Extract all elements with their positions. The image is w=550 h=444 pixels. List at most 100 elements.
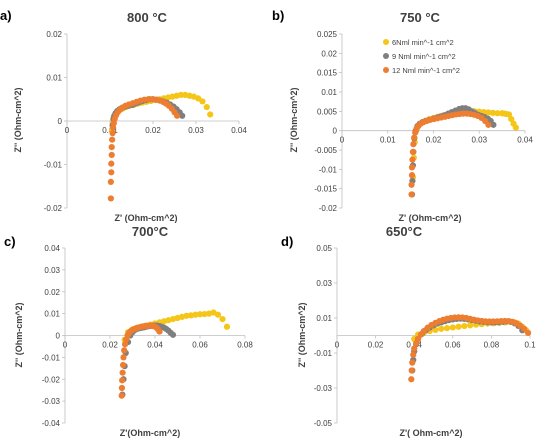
x-tick-label: 0.1 bbox=[524, 341, 536, 350]
data-point bbox=[461, 322, 468, 330]
data-point bbox=[410, 351, 417, 358]
legend-entry: 12 Nml min^-1 cm^2 bbox=[392, 66, 460, 75]
x-tick-label: 0 bbox=[340, 136, 345, 145]
x-axis-title: Z' (Ohm-cm^2) bbox=[115, 213, 178, 223]
data-point bbox=[408, 181, 415, 188]
data-point bbox=[485, 121, 492, 128]
data-point bbox=[107, 195, 114, 202]
y-tick-label: -0.015 bbox=[314, 185, 337, 194]
data-point bbox=[508, 115, 515, 123]
y-tick-label: 0.02 bbox=[44, 288, 60, 297]
y-tick-label: 0 bbox=[58, 117, 63, 126]
data-point bbox=[214, 311, 222, 318]
data-point bbox=[119, 361, 127, 369]
data-point bbox=[410, 141, 417, 148]
x-tick-label: 0.02 bbox=[426, 136, 442, 145]
x-tick-label: 0 bbox=[335, 341, 340, 350]
x-tick-label: 0.08 bbox=[237, 341, 253, 350]
y-tick-label: -0.02 bbox=[44, 204, 63, 213]
chart-title: 700°C bbox=[132, 224, 169, 239]
data-point bbox=[490, 121, 497, 128]
data-point bbox=[443, 325, 451, 332]
y-tick-label: -0.01 bbox=[44, 161, 63, 170]
x-tick-label: 0.02 bbox=[145, 126, 161, 135]
data-point bbox=[119, 369, 126, 376]
data-point bbox=[485, 109, 492, 116]
data-point bbox=[192, 311, 199, 318]
x-tick-label: 0.03 bbox=[188, 126, 204, 135]
data-point bbox=[411, 134, 418, 141]
data-point bbox=[169, 331, 177, 338]
x-axis-title: Z'(Ohm-cm^2) bbox=[120, 428, 180, 438]
data-point bbox=[108, 169, 115, 176]
x-tick-label: 0 bbox=[65, 126, 70, 135]
y-tick-label: -0.01 bbox=[42, 353, 61, 362]
y-tick-label: -0.03 bbox=[42, 397, 61, 406]
data-point bbox=[207, 111, 214, 118]
panel-c: c) 700°C 0 0.02 0.04 0.06 0.08 -0.04 -0.03 -0.02 -… bbox=[4, 224, 253, 438]
y-tick-label: -0.02 bbox=[319, 204, 338, 213]
data-point bbox=[203, 103, 210, 111]
panel-d: d)650°C00.020.040.060.080.1-0.05-0.03-0.… bbox=[281, 224, 536, 438]
data-point bbox=[409, 359, 416, 366]
x-tick-label: 0.01 bbox=[380, 136, 396, 145]
y-tick-label: 0.01 bbox=[44, 310, 60, 319]
data-point bbox=[494, 110, 501, 117]
y-tick-label: 0.025 bbox=[317, 30, 338, 39]
y-tick-label: -0.005 bbox=[314, 146, 337, 155]
data-point bbox=[414, 335, 422, 343]
y-axis-title: Z'' (Ohm-cm^2) bbox=[297, 302, 307, 367]
x-tick-label: 0.02 bbox=[102, 341, 118, 350]
panel-a: a)800 °C00.010.020.030.04-0.02-0.0100.01… bbox=[0, 8, 247, 223]
y-tick-label: 0.05 bbox=[316, 244, 332, 253]
data-point bbox=[183, 312, 190, 319]
chart-title: 750 °C bbox=[400, 10, 441, 25]
data-point bbox=[512, 124, 519, 131]
legend-marker bbox=[383, 53, 389, 59]
data-point bbox=[108, 144, 115, 151]
data-point bbox=[109, 136, 116, 143]
chart-title: 800 °C bbox=[127, 10, 168, 25]
y-tick-label: -0.03 bbox=[314, 384, 333, 393]
panel-label: d) bbox=[281, 234, 293, 249]
y-tick-label: 0 bbox=[333, 127, 338, 136]
data-point bbox=[121, 347, 128, 354]
y-tick-label: 0.01 bbox=[321, 88, 337, 97]
data-point bbox=[119, 377, 126, 384]
y-tick-label: 0.02 bbox=[46, 30, 62, 39]
data-point bbox=[505, 111, 513, 118]
y-axis-title: Z'' (Ohm-cm^2) bbox=[289, 87, 299, 152]
data-point bbox=[467, 322, 474, 329]
y-tick-label: 0.04 bbox=[44, 244, 60, 253]
data-point bbox=[156, 328, 163, 335]
data-point bbox=[108, 151, 115, 159]
data-point bbox=[201, 310, 208, 318]
x-tick-label: 0.06 bbox=[192, 341, 208, 350]
y-tick-label: 0.01 bbox=[316, 314, 332, 323]
data-point bbox=[199, 98, 206, 105]
data-point bbox=[118, 392, 125, 399]
legend-marker bbox=[383, 67, 389, 73]
data-point bbox=[109, 130, 116, 137]
data-point bbox=[121, 341, 129, 348]
data-point bbox=[408, 164, 416, 171]
data-point bbox=[524, 329, 532, 336]
x-axis-title: Z' (Ohm-cm^2) bbox=[399, 213, 462, 223]
x-tick-label: 0.08 bbox=[484, 341, 500, 350]
data-point bbox=[411, 345, 418, 352]
legend: 6Nml min^-1 cm^2 9 Nml min^-1 cm^2 12 Nml … bbox=[383, 38, 460, 75]
data-point bbox=[120, 354, 127, 361]
legend-entry: 6Nml min^-1 cm^2 bbox=[392, 38, 454, 47]
legend-entry: 9 Nml min^-1 cm^2 bbox=[392, 52, 456, 61]
data-point bbox=[449, 324, 456, 331]
data-point bbox=[408, 172, 416, 179]
data-point bbox=[107, 178, 114, 185]
data-point bbox=[108, 160, 115, 167]
data-point bbox=[177, 91, 185, 98]
data-point bbox=[521, 325, 528, 332]
x-tick-label: 0.04 bbox=[147, 341, 163, 350]
chart-title: 650°C bbox=[386, 224, 423, 239]
y-tick-label: 0.015 bbox=[317, 69, 338, 78]
data-point bbox=[438, 325, 445, 332]
